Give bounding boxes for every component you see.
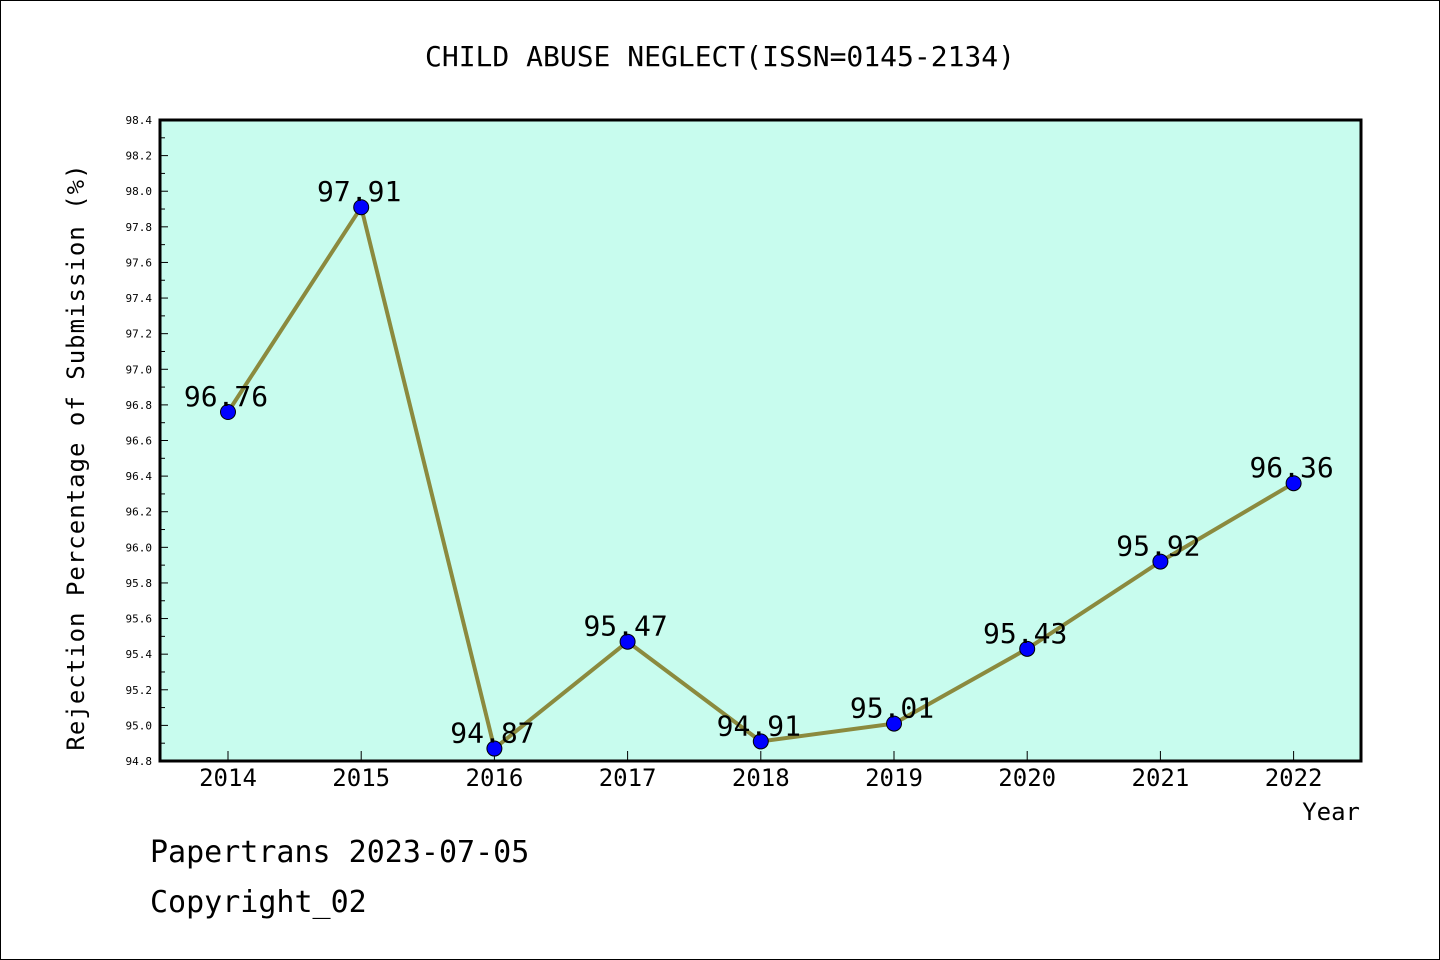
data-point bbox=[619, 633, 636, 650]
data-point bbox=[1019, 640, 1036, 657]
data-label: 95.43 bbox=[983, 617, 1067, 650]
x-tick-label: 2015 bbox=[332, 764, 390, 792]
y-tick-label: 98.2 bbox=[126, 150, 153, 163]
y-tick-label: 96.6 bbox=[126, 435, 153, 448]
y-tick-label: 97.8 bbox=[126, 221, 153, 234]
y-axis-label: Rejection Percentage of Submission (%) bbox=[62, 163, 90, 750]
y-tick-label: 95.6 bbox=[126, 613, 153, 626]
data-point bbox=[486, 740, 503, 757]
y-tick-label: 95.2 bbox=[126, 684, 153, 697]
y-axis-ticks: 94.8 95.0 95.2 95.4 95.6 95.8 96.0 96.2 96.4 96.6… bbox=[126, 114, 168, 768]
x-tick-label: 2021 bbox=[1132, 764, 1190, 792]
y-tick-label: 96.8 bbox=[126, 399, 153, 412]
x-axis-label: Year bbox=[1302, 798, 1360, 826]
y-tick-label: 94.8 bbox=[126, 755, 153, 768]
y-tick-label: 98.4 bbox=[126, 114, 153, 127]
y-tick-label: 97.6 bbox=[126, 256, 153, 269]
data-label: 95.92 bbox=[1116, 530, 1200, 563]
data-labels: 96.76 97.91 94.87 95.47 94.91 95.01 95.43 95.92… bbox=[184, 175, 1334, 749]
y-tick-label: 97.0 bbox=[126, 363, 153, 376]
footer-copyright: Copyright_02 bbox=[150, 885, 367, 920]
x-tick-label: 2020 bbox=[998, 764, 1056, 792]
data-point bbox=[886, 715, 902, 732]
data-point bbox=[353, 199, 370, 216]
y-tick-label: 96.0 bbox=[126, 541, 153, 554]
data-point bbox=[1285, 475, 1302, 492]
x-tick-label: 2019 bbox=[865, 764, 923, 792]
y-tick-label: 96.2 bbox=[126, 506, 153, 519]
y-tick-label: 95.0 bbox=[126, 719, 153, 732]
x-axis-ticks: 2014 2015 2016 2017 2018 2019 2020 2021 2022 bbox=[199, 751, 1322, 792]
data-label: 96.76 bbox=[184, 380, 268, 413]
plot-area bbox=[158, 118, 1363, 763]
data-points bbox=[220, 199, 1302, 757]
x-tick-label: 2016 bbox=[466, 764, 524, 792]
x-tick-label: 2018 bbox=[732, 764, 790, 792]
data-label: 96.36 bbox=[1249, 451, 1333, 484]
x-tick-label: 2017 bbox=[599, 764, 657, 792]
y-tick-label: 97.4 bbox=[126, 292, 153, 305]
data-point bbox=[220, 404, 236, 421]
data-label: 95.01 bbox=[850, 692, 934, 725]
data-label: 94.91 bbox=[717, 709, 801, 742]
y-tick-label: 97.2 bbox=[126, 328, 153, 341]
y-tick-label: 95.8 bbox=[126, 577, 153, 590]
footer-date: Papertrans 2023-07-05 bbox=[150, 835, 530, 870]
data-label: 94.87 bbox=[450, 717, 534, 750]
y-tick-label: 96.4 bbox=[126, 470, 153, 483]
data-label: 97.91 bbox=[317, 175, 401, 208]
data-label: 95.47 bbox=[583, 610, 667, 643]
x-tick-label: 2014 bbox=[199, 764, 257, 792]
y-tick-label: 95.4 bbox=[126, 648, 153, 661]
x-tick-label: 2022 bbox=[1265, 764, 1323, 792]
y-tick-label: 98.0 bbox=[126, 185, 153, 198]
data-point bbox=[1152, 553, 1169, 570]
chart-title: CHILD ABUSE NEGLECT(ISSN=0145-2134) bbox=[425, 40, 1015, 73]
data-point bbox=[752, 733, 769, 750]
